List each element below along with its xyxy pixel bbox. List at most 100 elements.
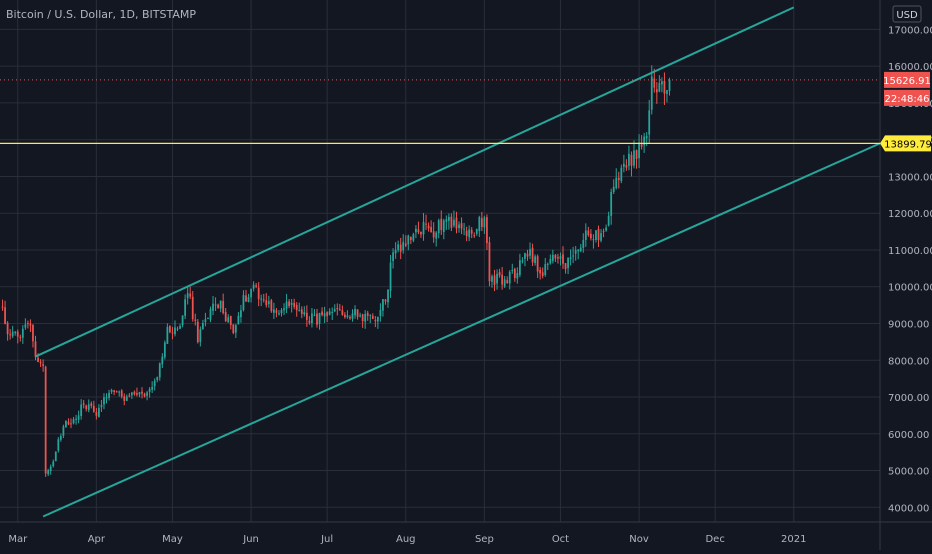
candle-down (341, 310, 344, 315)
candle-up (234, 325, 237, 333)
candle-up (186, 293, 189, 299)
channel-lower-line (42, 142, 881, 518)
candle-down (473, 235, 476, 237)
candle-up (138, 392, 141, 395)
candle-up (303, 312, 306, 315)
candle-up (354, 309, 356, 316)
price-tick-label: 6000.00 (888, 430, 929, 441)
candle-down (409, 237, 412, 240)
candle-down (29, 323, 32, 326)
countdown-label: 22:48:46 (885, 94, 930, 105)
candle-up (278, 313, 280, 315)
candle-up (163, 342, 166, 358)
candle-down (371, 315, 374, 319)
candle-up (59, 436, 62, 440)
candle-down (67, 421, 70, 425)
candle-down (275, 310, 278, 313)
candle-down (115, 391, 118, 393)
candle-up (47, 470, 50, 475)
candle-up (209, 309, 212, 320)
candle-up (622, 163, 625, 167)
time-tick-label: Sep (475, 534, 494, 545)
candle-down (465, 230, 468, 237)
candle-down (217, 304, 219, 309)
candle-up (615, 177, 618, 189)
candle-down (262, 299, 265, 301)
candle-up (592, 239, 595, 241)
candle-down (321, 311, 323, 315)
time-tick-label: Oct (552, 534, 569, 545)
candle-up (397, 244, 400, 250)
candle-up (389, 262, 392, 291)
candle-up (442, 220, 445, 232)
candle-up (387, 289, 389, 303)
candle-down (265, 300, 268, 306)
candle-down (513, 268, 516, 279)
candle-up (607, 215, 610, 226)
candle-down (617, 177, 620, 180)
candle-up (483, 217, 486, 228)
candle-up (280, 309, 283, 314)
candle-up (658, 82, 661, 92)
candle-up (549, 259, 552, 264)
candle-down (37, 357, 39, 363)
candle-up (125, 396, 128, 401)
currency-badge (892, 5, 922, 23)
candle-up (648, 110, 651, 135)
candle-down (420, 231, 422, 235)
candle-down (245, 295, 247, 302)
candle-down (133, 391, 136, 395)
countdown-badge (884, 89, 930, 106)
candle-down (470, 229, 473, 234)
price-tick-label: 4000.00 (888, 503, 929, 514)
candle-down (336, 308, 339, 310)
candle-down (541, 272, 544, 276)
candle-up (161, 356, 164, 365)
candle-down (326, 312, 329, 317)
candle-down (349, 317, 351, 319)
candle-up (534, 256, 536, 263)
candle-down (4, 307, 6, 325)
price-tick-label: 16000.00 (888, 62, 932, 73)
candle-down (232, 324, 235, 334)
candle-up (582, 239, 585, 248)
time-tick-label: Jul (320, 534, 333, 545)
time-tick-label: May (162, 534, 183, 545)
candle-down (432, 231, 435, 238)
alert-badge-pointer (880, 135, 885, 152)
candle-up (156, 377, 159, 381)
candle-up (633, 150, 635, 166)
price-tick-label: 13000.00 (888, 172, 932, 183)
candle-down (6, 322, 9, 335)
candle-up (146, 392, 148, 396)
candle-down (498, 272, 501, 276)
candle-down (557, 257, 559, 259)
candle-down (128, 395, 131, 397)
candle-up (11, 331, 14, 337)
candle-up (273, 309, 275, 313)
time-tick-label: Mar (8, 534, 28, 545)
candle-down (224, 312, 227, 322)
candle-down (417, 229, 420, 233)
candle-down (531, 247, 534, 263)
candle-down (430, 227, 433, 233)
candle-up (14, 331, 17, 333)
candle-up (569, 257, 572, 259)
candle-down (425, 223, 427, 225)
candle-down (653, 78, 656, 88)
candle-down (640, 144, 643, 147)
last-price-label: 15626.91 (883, 76, 931, 87)
candle-up (524, 253, 526, 259)
candle-up (551, 254, 554, 261)
candle-up (174, 327, 176, 335)
time-tick-label: 2021 (781, 534, 806, 545)
candle-up (346, 315, 349, 318)
candle-up (458, 224, 460, 228)
candle-down (493, 275, 496, 285)
candle-up (21, 328, 24, 338)
candle-up (668, 79, 671, 91)
time-tick-label: Dec (705, 534, 724, 545)
